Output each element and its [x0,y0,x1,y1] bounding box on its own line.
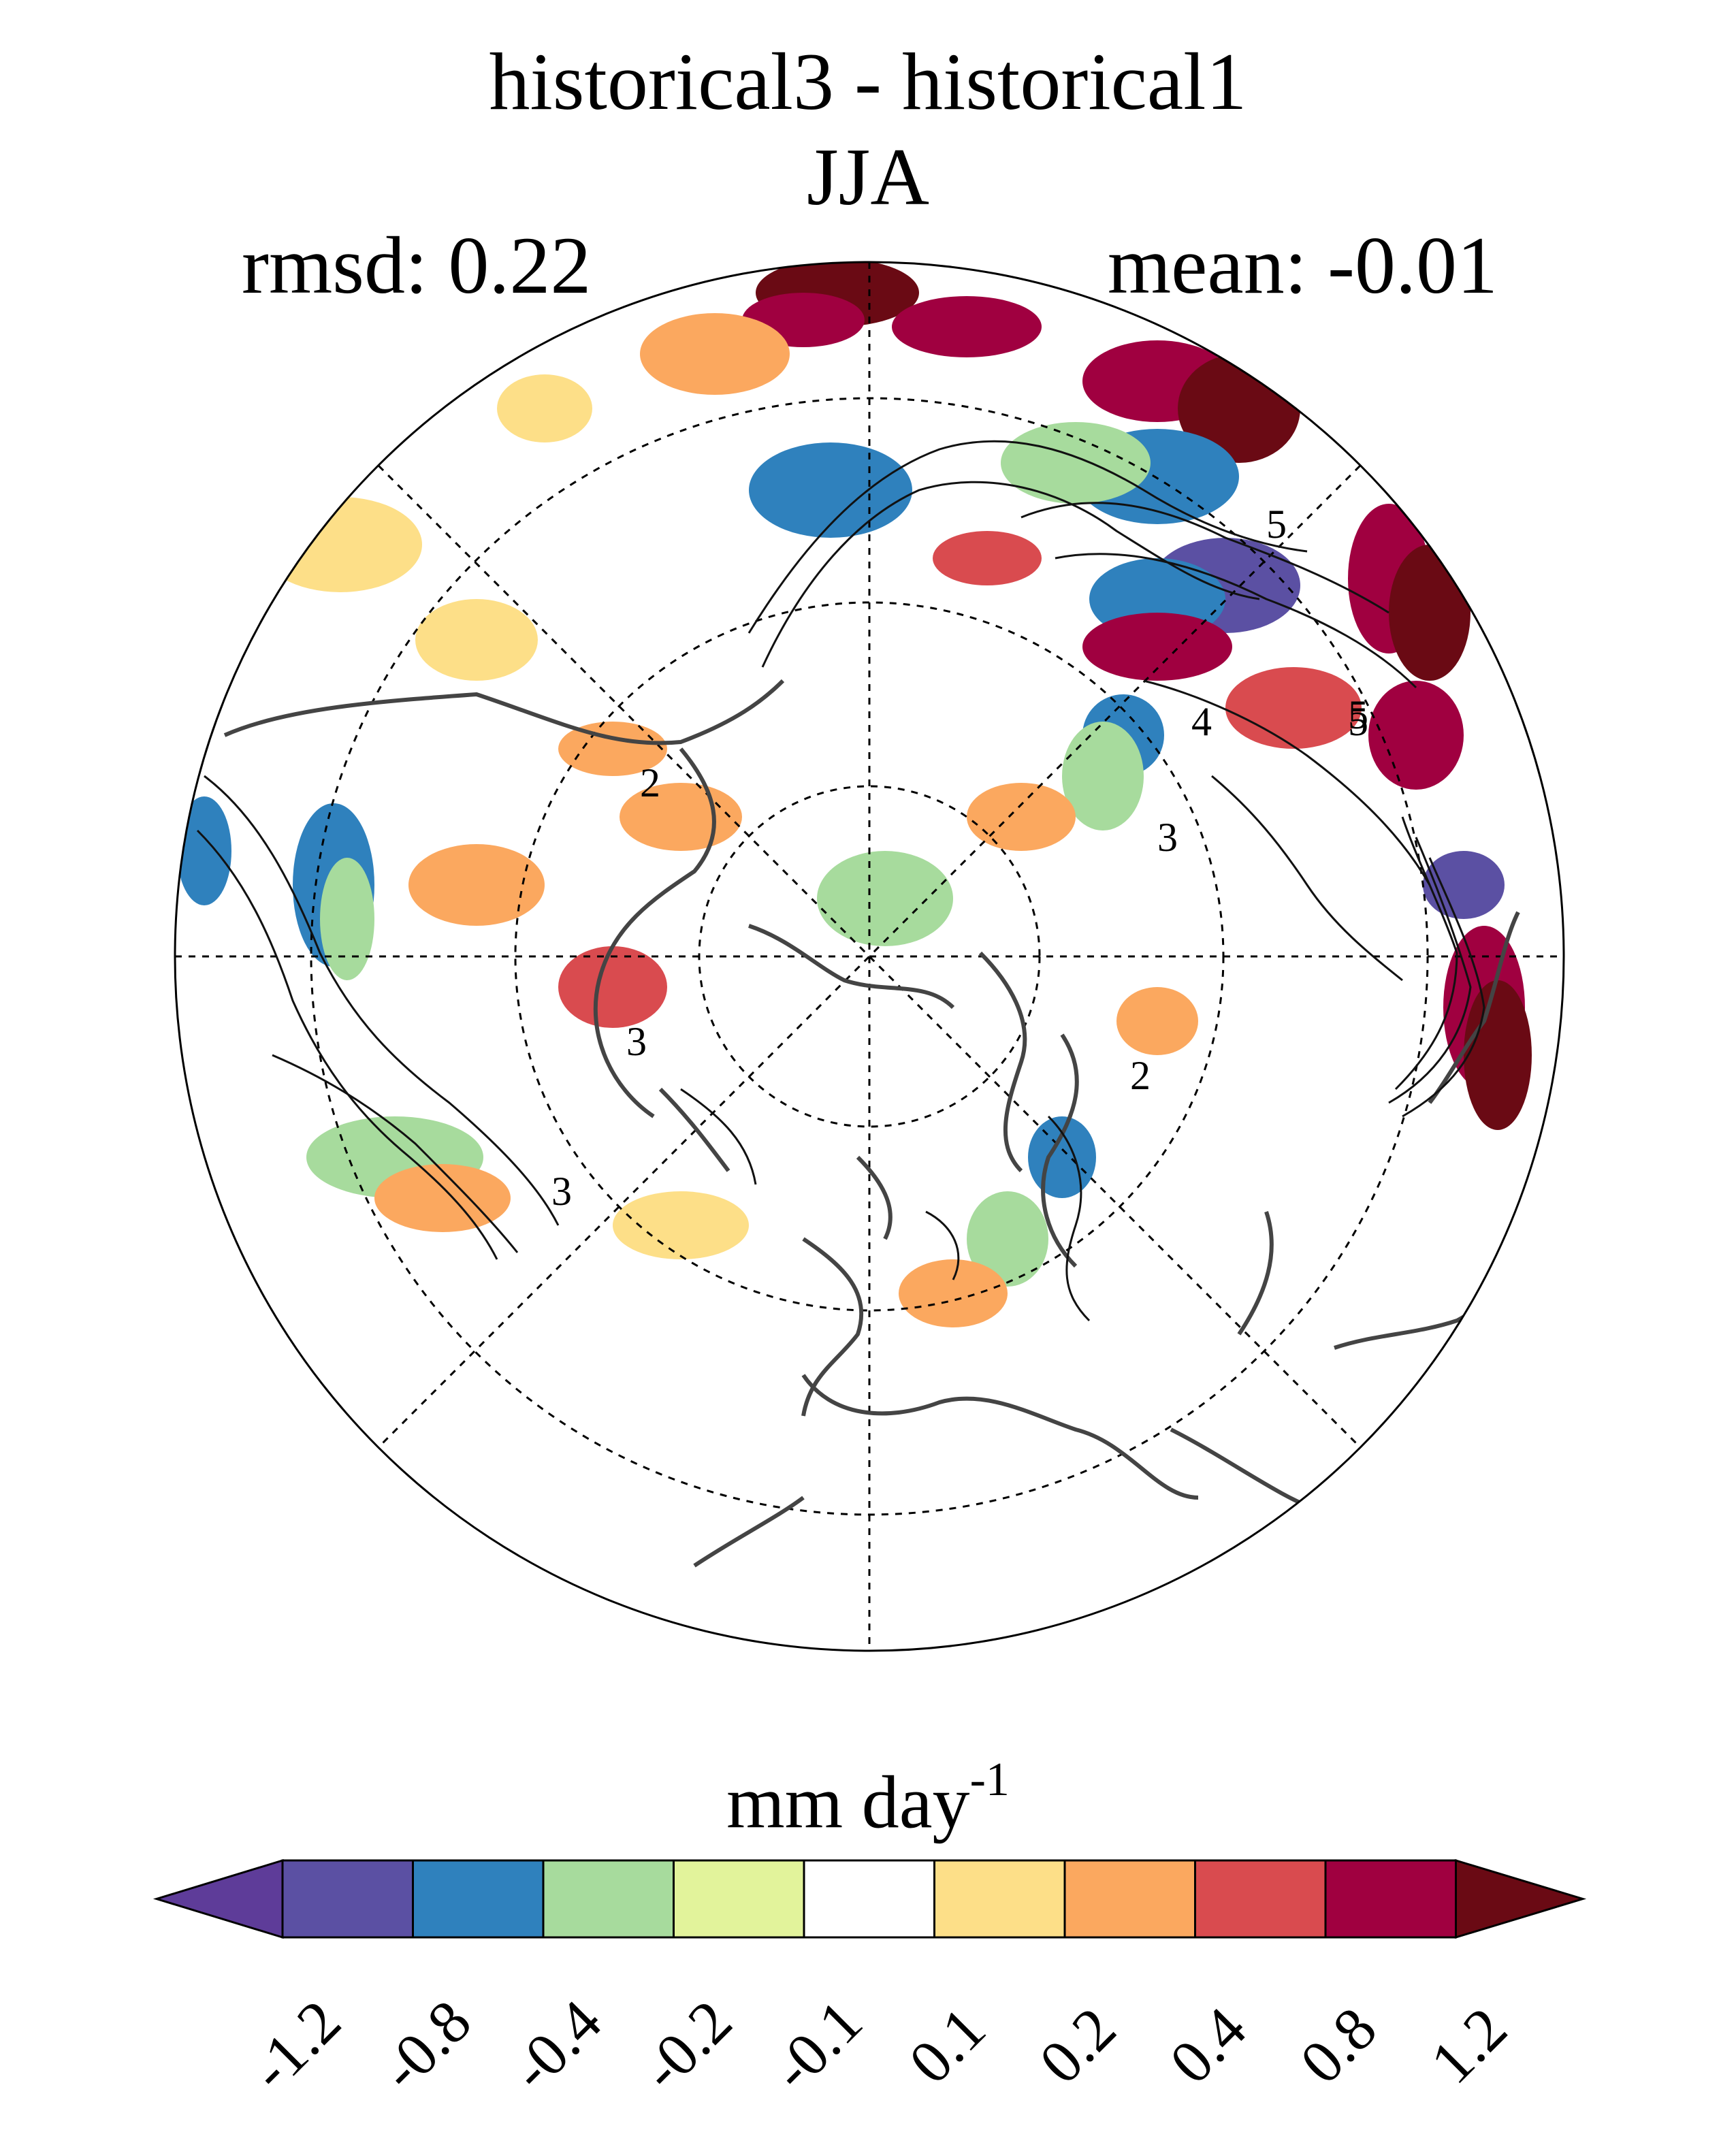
colorbar-tick-label: 1.2 [1418,1995,1520,2097]
colorbar-tick-label: -0.2 [628,1988,745,2104]
precip-field [175,262,1564,1651]
colorbar-tick-label: 0.1 [897,1995,999,2097]
anomaly-patch [177,796,231,905]
colorbar-bin [1063,1859,1196,1939]
contour-label: 5 [1348,692,1368,737]
graticule [175,262,1564,1651]
colorbar-bin [803,1859,935,1939]
rmsd-label: rmsd: 0.22 [242,220,592,310]
anomaly-patch [1464,980,1532,1130]
contour-label: 4 [1191,699,1212,744]
anomaly-patch [933,531,1042,585]
contour-label: 2 [640,760,660,805]
colorbar-bin [933,1859,1066,1939]
colorbar-bin [542,1859,675,1939]
anomaly-patch [1423,851,1505,919]
contour-label: 3 [551,1169,572,1214]
anomaly-patch [749,442,912,538]
mean-label: mean: -0.01 [1107,220,1498,310]
coastlines [223,679,1520,1568]
colorbar-tick-label: -0.1 [759,1988,875,2104]
contour-label: 2 [1130,1053,1151,1098]
colorbar-bin [281,1859,414,1939]
contour-label: 5 [1266,502,1287,547]
anomaly-patch [1116,987,1198,1055]
anomaly-patch [320,858,374,980]
anomaly-patch [892,296,1042,357]
anomaly-patch [817,851,953,946]
anomaly-patch [1225,667,1362,749]
colorbar-min-arrow [152,1858,284,1939]
units-base: mm day [726,1760,970,1844]
anomaly-patch [899,1259,1008,1327]
colorbar-tick-label: 0.4 [1157,1995,1259,2097]
anomaly-patch [640,313,790,395]
units-exponent: -1 [969,1754,1010,1806]
colorbar-tick-label: -1.2 [238,1988,354,2104]
colorbar-bin [673,1859,805,1939]
units-label: mm day-1 [0,1756,1736,1840]
colorbar-bin [412,1859,545,1939]
colorbar-max-arrow [1455,1858,1587,1939]
anomaly-patch [374,1164,511,1232]
colorbar-tick-label: -0.4 [498,1988,615,2104]
anomaly-patch [408,844,545,926]
anomaly-patch [1001,422,1151,504]
anomaly-patch [967,783,1076,851]
contour-label: 3 [626,1019,647,1064]
colorbar-tick-label: 0.8 [1287,1995,1389,2097]
anomaly-patch [558,722,667,776]
contours [196,440,1485,1322]
anomaly-patch [558,946,667,1028]
anomaly-patch [1389,545,1470,681]
season-label: JJA [806,131,930,222]
contour-label: 5 [1348,699,1368,744]
colorbar-tick-label: 0.2 [1027,1995,1129,2097]
colorbar-bin [1194,1859,1327,1939]
map-boundary [174,261,1565,1652]
anomaly-patch [497,374,592,442]
anomaly-patch [967,1191,1048,1287]
map-title: historical3 - historical1 [489,36,1247,127]
anomaly-patch [415,599,538,681]
anomaly-patch [613,1191,749,1259]
colorbar-bin [1324,1859,1457,1939]
colorbar-tick-label: -0.8 [368,1988,484,2104]
contour-label: 3 [1157,815,1178,860]
anomaly-patch [1062,722,1144,830]
